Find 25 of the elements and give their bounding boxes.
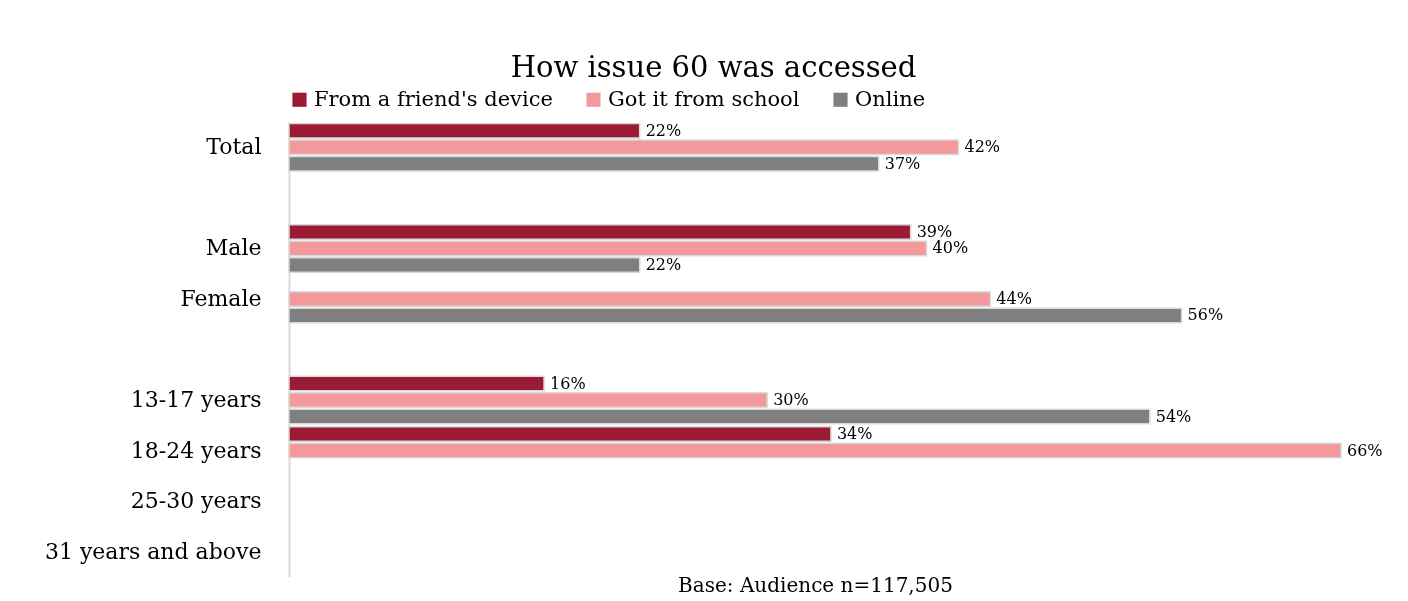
- y-tick-label: Female: [180, 285, 262, 311]
- data-label: 66%: [1347, 440, 1383, 460]
- y-tick-label: 13-17 years: [130, 387, 262, 413]
- y-tick-label: Total: [206, 134, 262, 160]
- data-label: 22%: [645, 254, 682, 274]
- y-tick-label: 31 years and above: [44, 538, 262, 564]
- y-tick-label: 18-24 years: [130, 437, 262, 463]
- data-label: 39%: [916, 221, 953, 241]
- data-label: 22%: [645, 120, 682, 140]
- legend-label: Got it from school: [608, 86, 800, 111]
- y-tick-label: Male: [205, 235, 262, 261]
- data-label: 54%: [1155, 406, 1192, 426]
- legend-label: Online: [855, 86, 926, 111]
- annotation: Base: Audience n=117,505: [678, 572, 953, 597]
- y-tick-label: 25-30 years: [130, 488, 262, 514]
- data-label: 34%: [836, 424, 873, 444]
- data-label: 30%: [773, 390, 809, 410]
- data-label: 42%: [964, 137, 1001, 157]
- data-label: 56%: [1187, 305, 1224, 325]
- data-label: 44%: [996, 288, 1032, 308]
- chart-title: How issue 60 was accessed: [510, 50, 917, 84]
- data-label: 16%: [550, 373, 586, 393]
- data-label: 37%: [884, 153, 921, 173]
- legend-label: From a friend's device: [314, 86, 553, 111]
- data-label: 40%: [932, 238, 969, 258]
